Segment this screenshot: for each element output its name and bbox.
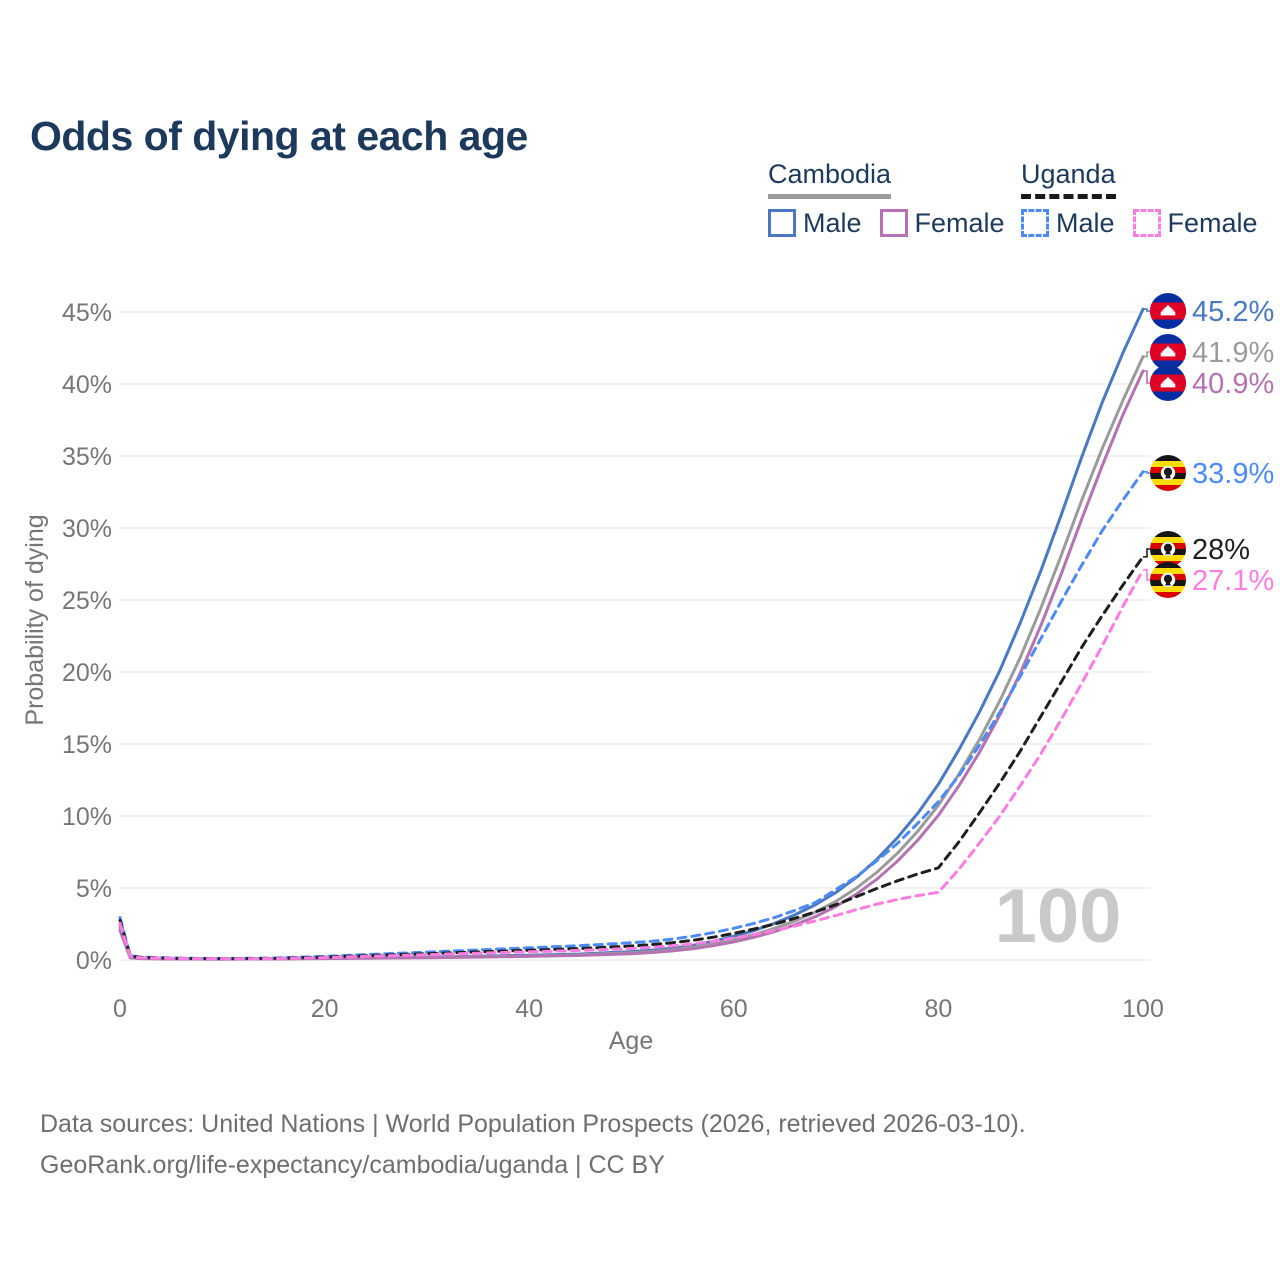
legend-item-label: Female (914, 208, 1005, 238)
cambodia-female-swatch-icon (879, 209, 908, 237)
legend-item-cambodia-female[interactable]: Female (879, 208, 1005, 238)
cambodia-male-swatch-icon (768, 209, 796, 237)
y-tick-label: 30% (62, 515, 112, 543)
x-tick-label: 80 (924, 995, 952, 1023)
y-tick-label: 0% (76, 947, 112, 975)
end-label-connector (1143, 370, 1150, 384)
series-line-cambodia-female (118, 369, 1145, 961)
uganda-female-swatch-icon (1132, 209, 1161, 237)
series-line-cambodia-male (118, 307, 1145, 961)
y-tick-label: 25% (62, 587, 112, 615)
y-tick-label: 40% (62, 371, 112, 399)
y-axis-title: Probability of dying (21, 514, 49, 725)
cambodia-flag-icon (1150, 334, 1186, 370)
legend-group-title-cambodia: Cambodia (768, 160, 892, 199)
uganda-male-swatch-icon (1021, 209, 1049, 237)
series-line-uganda-female (118, 568, 1145, 961)
cambodia-flag-icon (1150, 293, 1186, 329)
end-label-uganda-both: 28% (1192, 534, 1250, 566)
series-line-cambodia-both (118, 355, 1145, 961)
uganda-flag-icon (1150, 531, 1186, 567)
x-tick-label: 100 (1122, 995, 1164, 1023)
end-label-cambodia-both: 41.9% (1192, 337, 1274, 369)
x-axis-title: Age (609, 1027, 653, 1055)
legend-item-label: Male (1056, 208, 1115, 238)
end-label-connector (1143, 308, 1150, 312)
x-tick-label: 60 (720, 995, 748, 1023)
series-line-uganda-male (118, 470, 1145, 961)
page-title: Odds of dying at each age (30, 113, 528, 160)
legend-item-label: Female (1167, 208, 1258, 238)
y-tick-label: 10% (62, 803, 112, 831)
end-label-uganda-female: 27.1% (1192, 565, 1274, 597)
legend-item-uganda-female[interactable]: Female (1132, 208, 1258, 238)
legend-item-uganda-male[interactable]: Male (1021, 208, 1115, 238)
end-label-connector (1143, 351, 1150, 358)
uganda-flag-icon (1150, 455, 1186, 491)
legend-group-title-uganda: Uganda (1021, 160, 1116, 199)
watermark-age-100: 100 (995, 874, 1122, 959)
end-label-cambodia-male: 45.2% (1192, 296, 1274, 328)
footer-attribution: GeoRank.org/life-expectancy/cambodia/uga… (40, 1151, 665, 1179)
x-tick-label: 40 (515, 995, 543, 1023)
end-label-uganda-male: 33.9% (1192, 458, 1274, 490)
y-tick-label: 35% (62, 443, 112, 471)
x-tick-label: 0 (113, 995, 127, 1023)
end-label-cambodia-female: 40.9% (1192, 368, 1274, 400)
x-tick-label: 20 (311, 995, 339, 1023)
cambodia-flag-icon (1150, 365, 1186, 401)
legend-group-uganda: Uganda Male Female (1021, 160, 1276, 238)
y-tick-label: 15% (62, 731, 112, 759)
legend-item-label: Male (803, 208, 862, 238)
y-tick-label: 5% (76, 875, 112, 903)
uganda-flag-icon (1150, 562, 1186, 598)
footer-data-sources: Data sources: United Nations | World Pop… (40, 1110, 1026, 1138)
series-line-uganda-both (118, 555, 1145, 961)
end-label-connector (1143, 470, 1150, 474)
footer: Data sources: United Nations | World Pop… (40, 1104, 1026, 1186)
end-label-connector (1143, 548, 1150, 558)
y-tick-label: 20% (62, 659, 112, 687)
y-tick-label: 45% (62, 299, 112, 327)
legend-item-cambodia-male[interactable]: Male (768, 208, 862, 238)
end-label-connector (1143, 568, 1150, 581)
legend-group-cambodia: Cambodia Male Female (768, 160, 1023, 238)
